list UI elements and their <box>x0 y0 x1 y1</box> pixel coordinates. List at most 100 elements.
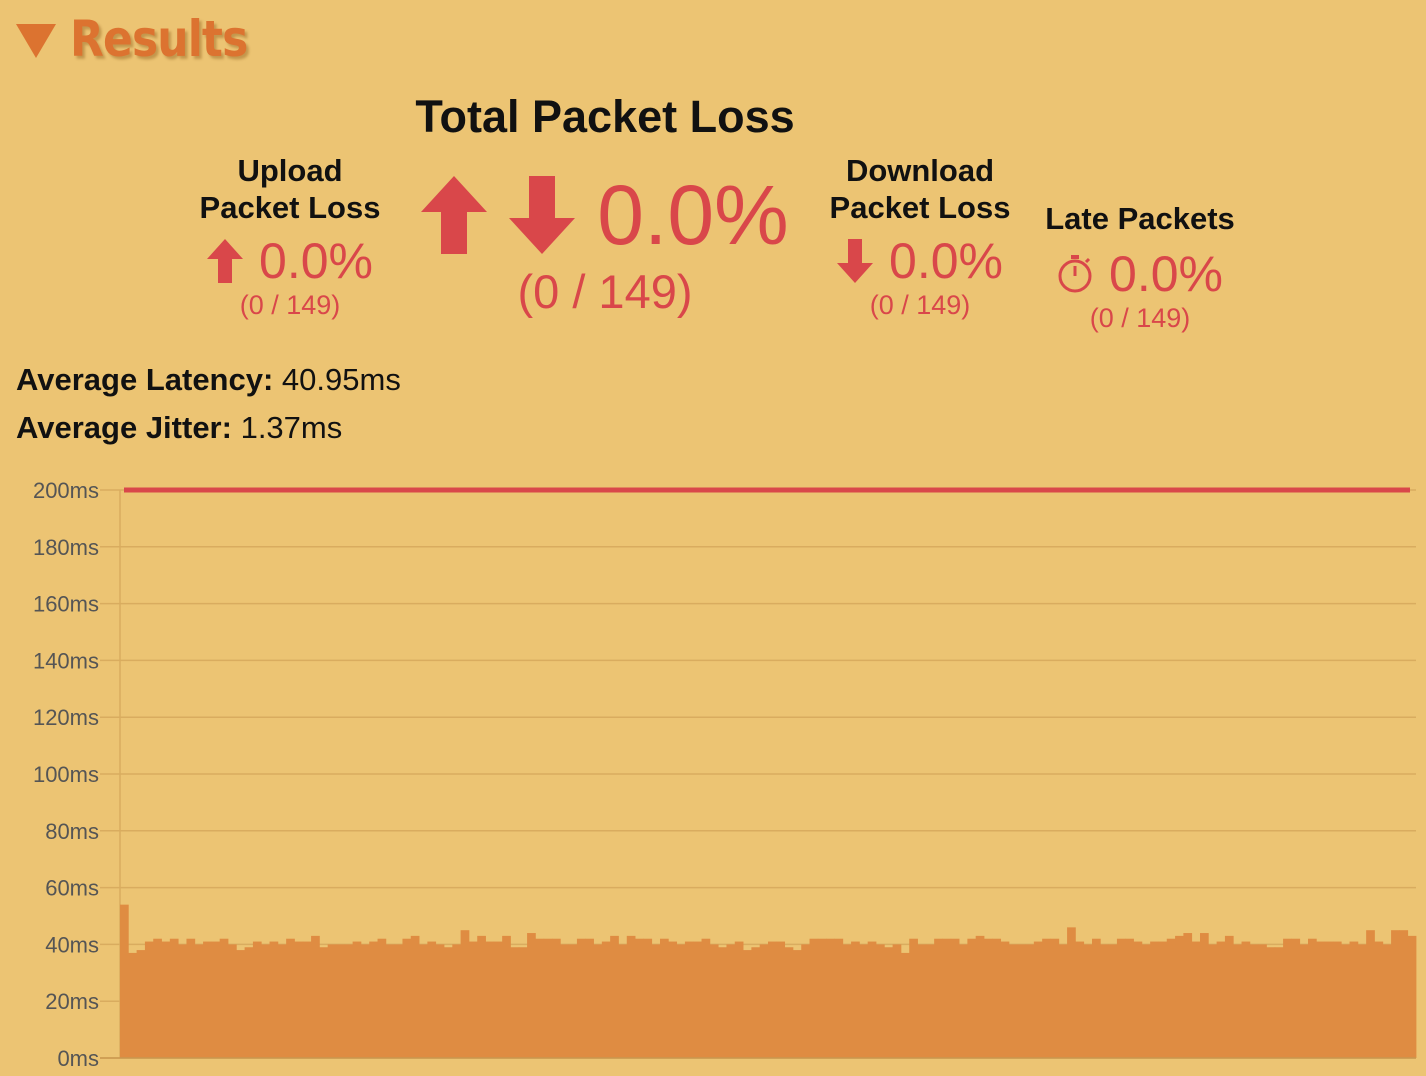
latency-bar <box>593 944 603 1058</box>
y-tick-label: 140ms <box>33 648 99 673</box>
results-toggle[interactable]: Results <box>16 14 272 64</box>
late-packets: Late Packets 0.0% (0 / 149) <box>1040 200 1240 334</box>
total-loss-fraction: (0 / 149) <box>517 265 693 318</box>
latency-bar <box>867 941 877 1058</box>
latency-bar <box>144 941 154 1058</box>
latency-bar <box>402 938 412 1058</box>
latency-bar <box>493 941 503 1058</box>
latency-bar <box>776 941 786 1058</box>
latency-bar <box>1407 935 1417 1058</box>
latency-bar <box>726 944 736 1058</box>
latency-bar <box>759 944 769 1058</box>
latency-bar <box>967 938 977 1058</box>
latency-bar <box>784 947 794 1058</box>
latency-bar <box>468 941 478 1058</box>
latency-bar <box>826 938 835 1058</box>
latency-bar <box>410 935 420 1058</box>
latency-bar <box>1216 941 1226 1058</box>
latency-bar <box>153 938 162 1058</box>
late-packets-fraction: (0 / 149) <box>1089 303 1191 333</box>
latency-bar <box>618 944 628 1058</box>
y-tick-label: 100ms <box>33 762 99 787</box>
latency-bar <box>485 941 495 1058</box>
latency-bar <box>1042 938 1051 1058</box>
latency-bar <box>1092 938 1101 1058</box>
latency-bar <box>1008 944 1018 1058</box>
late-label: Late Packets <box>1045 201 1235 236</box>
average-latency-label: Average Latency: <box>16 362 274 397</box>
latency-bar <box>1332 941 1342 1058</box>
total-loss-value: 0.0% <box>597 167 789 262</box>
latency-bar <box>709 944 719 1058</box>
latency-bar <box>510 947 520 1058</box>
latency-bar <box>560 944 570 1058</box>
latency-bar <box>718 947 727 1058</box>
latency-bar <box>801 944 810 1058</box>
average-jitter: Average Jitter: 1.37ms <box>16 410 342 446</box>
latency-bar <box>1316 941 1326 1058</box>
latency-bar <box>892 944 902 1058</box>
latency-bar <box>884 947 894 1058</box>
latency-bar <box>817 938 827 1058</box>
latency-bar <box>1299 944 1309 1058</box>
latency-bar <box>452 944 462 1058</box>
latency-bar <box>1249 944 1259 1058</box>
latency-bar <box>851 941 860 1058</box>
latency-bar <box>427 941 437 1058</box>
latency-bar <box>585 938 594 1058</box>
latency-bar <box>576 938 586 1058</box>
latency-bar <box>1382 944 1392 1058</box>
download-loss-fraction: (0 / 149) <box>869 290 971 320</box>
y-tick-label: 80ms <box>45 819 99 844</box>
latency-bar <box>1083 944 1093 1058</box>
latency-bar <box>444 947 453 1058</box>
latency-bar <box>751 947 761 1058</box>
latency-bar <box>1200 933 1209 1058</box>
latency-bar <box>1224 935 1234 1058</box>
latency-bar <box>319 947 329 1058</box>
late-packets-value: 0.0% <box>1109 246 1223 302</box>
latency-bar <box>909 938 918 1058</box>
latency-bar <box>161 941 171 1058</box>
latency-bar <box>360 944 370 1058</box>
latency-bar <box>294 941 304 1058</box>
latency-bar <box>244 947 254 1058</box>
latency-bar <box>610 935 619 1058</box>
latency-bar <box>535 938 545 1058</box>
latency-bar <box>377 938 387 1058</box>
latency-bar <box>834 938 844 1058</box>
latency-bar <box>693 941 702 1058</box>
latency-bar <box>1241 941 1251 1058</box>
download-label: Download Packet Loss <box>829 153 1011 225</box>
latency-bar <box>1283 938 1292 1058</box>
latency-bar <box>1291 938 1301 1058</box>
average-latency-value: 40.95ms <box>281 362 401 397</box>
latency-bar <box>219 938 229 1058</box>
y-tick-label: 20ms <box>45 989 99 1014</box>
latency-bar <box>635 938 644 1058</box>
y-tick-label: 40ms <box>45 932 99 957</box>
upload-packet-loss: Upload Packet Loss 0.0% (0 / 149) <box>190 152 390 321</box>
latency-bar <box>975 935 985 1058</box>
total-packet-loss: Total Packet Loss 0.0% (0 / 149) <box>404 92 806 319</box>
latency-bar <box>1308 938 1317 1058</box>
latency-bar <box>660 938 669 1058</box>
latency-bar <box>336 944 345 1058</box>
latency-bar <box>369 941 378 1058</box>
latency-bar <box>1025 944 1035 1058</box>
latency-bar <box>502 935 511 1058</box>
latency-bar <box>1208 944 1218 1058</box>
latency-bar <box>1133 941 1143 1058</box>
y-tick-label: 120ms <box>33 705 99 730</box>
upload-label: Upload Packet Loss <box>199 153 381 225</box>
latency-bar <box>1141 944 1151 1058</box>
latency-bar <box>327 944 337 1058</box>
collapse-triangle-icon <box>16 24 56 58</box>
latency-bar <box>261 944 270 1058</box>
latency-bar <box>1058 944 1068 1058</box>
latency-bar <box>394 944 403 1058</box>
latency-bar <box>950 938 960 1058</box>
latency-bar <box>743 950 752 1058</box>
latency-bar <box>1017 944 1026 1058</box>
latency-bar <box>900 952 910 1058</box>
